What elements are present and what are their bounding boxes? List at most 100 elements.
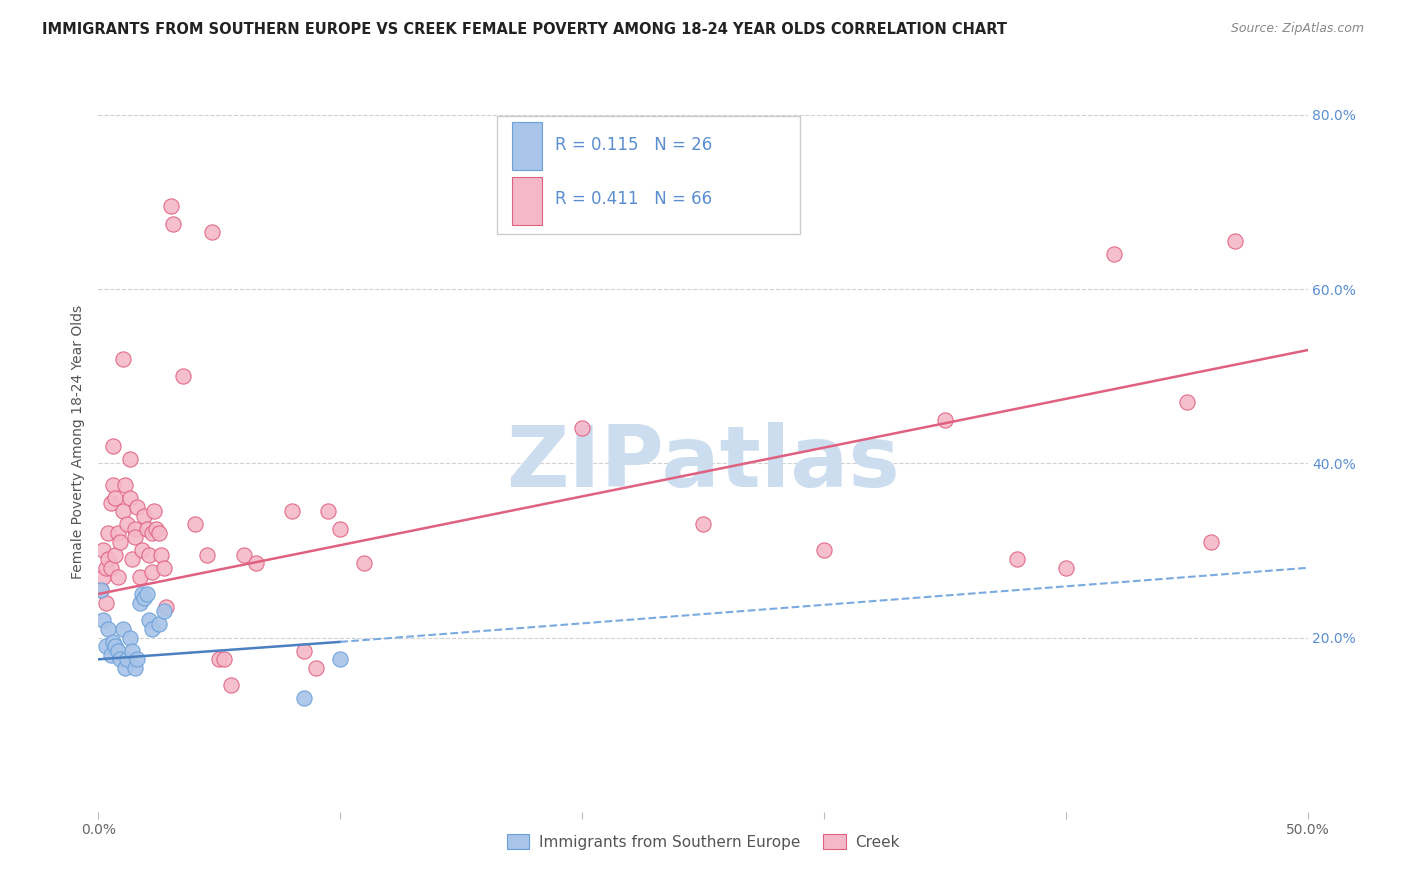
- Point: [1102, 247, 1125, 261]
- Point: [316, 504, 339, 518]
- Point: [124, 530, 146, 544]
- Point: [138, 613, 160, 627]
- Point: [91, 613, 114, 627]
- Point: [114, 661, 136, 675]
- Point: [90, 582, 112, 597]
- Text: ZIPatlas: ZIPatlas: [506, 422, 900, 505]
- Point: [172, 369, 194, 384]
- Point: [148, 617, 170, 632]
- Point: [117, 517, 139, 532]
- Point: [138, 548, 160, 562]
- Point: [111, 622, 134, 636]
- Point: [934, 413, 956, 427]
- Point: [1175, 395, 1198, 409]
- Text: R = 0.115   N = 26: R = 0.115 N = 26: [555, 136, 713, 154]
- Point: [121, 552, 143, 566]
- Y-axis label: Female Poverty Among 18-24 Year Olds: Female Poverty Among 18-24 Year Olds: [72, 304, 86, 579]
- Point: [134, 508, 156, 523]
- Point: [1199, 534, 1222, 549]
- Point: [208, 652, 231, 666]
- Point: [111, 351, 134, 366]
- Point: [329, 652, 352, 666]
- Point: [160, 199, 183, 213]
- Point: [692, 517, 714, 532]
- Point: [141, 565, 163, 579]
- Point: [107, 569, 129, 583]
- Point: [201, 226, 224, 240]
- Point: [118, 491, 141, 505]
- Point: [813, 543, 835, 558]
- Point: [184, 517, 207, 532]
- Point: [1223, 234, 1246, 248]
- Point: [118, 452, 141, 467]
- Point: [100, 495, 122, 509]
- Point: [97, 552, 120, 566]
- Point: [107, 526, 129, 541]
- Point: [101, 635, 124, 649]
- Point: [101, 478, 124, 492]
- Point: [90, 582, 112, 597]
- Point: [128, 596, 150, 610]
- Point: [108, 652, 131, 666]
- Point: [134, 591, 156, 606]
- Point: [131, 587, 153, 601]
- Point: [118, 631, 141, 645]
- Point: [97, 526, 120, 541]
- Point: [91, 569, 114, 583]
- Point: [305, 661, 328, 675]
- Point: [1007, 552, 1029, 566]
- Point: [162, 217, 184, 231]
- Point: [104, 491, 127, 505]
- Point: [148, 526, 170, 541]
- Point: [145, 522, 167, 536]
- Point: [91, 543, 114, 558]
- Point: [127, 652, 149, 666]
- Point: [111, 504, 134, 518]
- Point: [155, 600, 177, 615]
- Point: [152, 561, 174, 575]
- Point: [104, 548, 127, 562]
- Point: [135, 522, 157, 536]
- Point: [135, 587, 157, 601]
- Point: [127, 500, 149, 514]
- Point: [131, 543, 153, 558]
- FancyBboxPatch shape: [498, 116, 800, 235]
- FancyBboxPatch shape: [512, 121, 543, 169]
- Point: [329, 522, 352, 536]
- Point: [232, 548, 254, 562]
- Point: [152, 604, 174, 618]
- Point: [143, 504, 166, 518]
- Point: [97, 622, 120, 636]
- Point: [94, 561, 117, 575]
- Point: [128, 569, 150, 583]
- Text: R = 0.411   N = 66: R = 0.411 N = 66: [555, 190, 713, 208]
- Point: [221, 678, 243, 692]
- Point: [100, 561, 122, 575]
- Point: [281, 504, 304, 518]
- Point: [101, 439, 124, 453]
- Point: [100, 648, 122, 662]
- Text: Source: ZipAtlas.com: Source: ZipAtlas.com: [1230, 22, 1364, 36]
- Point: [1054, 561, 1077, 575]
- Point: [121, 643, 143, 657]
- Point: [150, 548, 173, 562]
- Text: IMMIGRANTS FROM SOUTHERN EUROPE VS CREEK FEMALE POVERTY AMONG 18-24 YEAR OLDS CO: IMMIGRANTS FROM SOUTHERN EUROPE VS CREEK…: [42, 22, 1007, 37]
- Point: [114, 478, 136, 492]
- Point: [141, 526, 163, 541]
- Point: [212, 652, 235, 666]
- Point: [94, 596, 117, 610]
- Point: [292, 643, 315, 657]
- Point: [108, 534, 131, 549]
- Point: [124, 661, 146, 675]
- Point: [107, 643, 129, 657]
- Legend: Immigrants from Southern Europe, Creek: Immigrants from Southern Europe, Creek: [501, 828, 905, 856]
- Point: [104, 639, 127, 653]
- Point: [141, 622, 163, 636]
- Point: [195, 548, 218, 562]
- Point: [353, 557, 375, 571]
- Point: [117, 652, 139, 666]
- FancyBboxPatch shape: [512, 178, 543, 226]
- Point: [245, 557, 267, 571]
- Point: [571, 421, 593, 435]
- Point: [94, 639, 117, 653]
